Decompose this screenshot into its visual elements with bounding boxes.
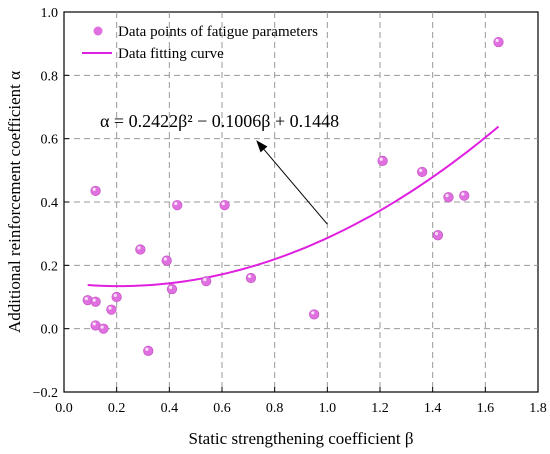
y-axis-label: Additional reinforcement coefficient α xyxy=(5,71,24,333)
data-point-highlight xyxy=(379,157,383,161)
fit-equation: α = 0.2422β² − 0.1006β + 0.1448 xyxy=(100,111,339,131)
data-point-highlight xyxy=(100,325,104,329)
data-point xyxy=(90,296,101,307)
x-tick-label: 1.2 xyxy=(371,401,389,416)
data-point xyxy=(98,323,109,334)
data-point xyxy=(161,255,172,266)
data-point-highlight xyxy=(495,38,499,43)
x-tick-label: 0.2 xyxy=(108,401,126,416)
data-point-highlight xyxy=(203,277,207,282)
annotation-arrowhead xyxy=(256,140,268,153)
x-tick-label: 0.6 xyxy=(213,401,231,416)
data-point-highlight xyxy=(174,201,178,206)
legend-marker-points xyxy=(93,26,103,36)
legend-label-points: Data points of fatigue parameters xyxy=(118,24,318,40)
data-point-highlight xyxy=(168,285,173,290)
data-point xyxy=(493,36,504,48)
annotation: α = 0.2422β² − 0.1006β + 0.1448 xyxy=(100,111,339,225)
annotation-arrow xyxy=(263,149,328,225)
y-tick-label: −0.2 xyxy=(33,386,58,401)
data-point-highlight xyxy=(84,296,88,301)
data-point-highlight xyxy=(247,274,252,278)
y-axis-ticks: −0.2 0.0 0.2 0.4 0.6 0.8 1.0 xyxy=(33,6,69,401)
x-axis-label: Static strengthening coefficient β xyxy=(188,429,413,448)
data-point xyxy=(172,200,183,211)
data-point-highlight xyxy=(92,298,96,302)
x-tick-label: 1.8 xyxy=(529,401,547,416)
data-point xyxy=(166,283,178,295)
data-points-layer xyxy=(82,36,504,356)
data-point xyxy=(90,185,101,197)
data-point xyxy=(111,291,122,303)
data-point-highlight xyxy=(137,246,141,250)
data-point xyxy=(459,190,470,201)
data-point-highlight xyxy=(461,192,465,196)
y-tick-label: 0.2 xyxy=(41,259,59,274)
x-axis-ticks: 0.0 0.2 0.4 0.6 0.8 1.0 1.2 1.4 1.6 1.8 xyxy=(55,387,547,416)
data-point xyxy=(135,244,146,255)
legend-label-curve: Data fitting curve xyxy=(118,46,224,62)
data-point-highlight xyxy=(92,187,96,191)
y-tick-label: 1.0 xyxy=(41,6,59,21)
data-point-highlight xyxy=(419,168,423,172)
data-point-highlight xyxy=(113,293,117,297)
data-point xyxy=(309,309,320,320)
x-tick-label: 0.0 xyxy=(55,401,73,416)
data-point-highlight xyxy=(108,306,112,310)
y-tick-label: 0.0 xyxy=(41,323,59,338)
data-point-highlight xyxy=(163,257,167,261)
fitting-curve-layer xyxy=(87,125,500,288)
x-tick-label: 1.4 xyxy=(424,401,442,416)
y-tick-label: 0.8 xyxy=(41,69,59,84)
data-point-highlight xyxy=(445,194,449,198)
data-point-highlight xyxy=(145,347,149,351)
x-tick-label: 1.0 xyxy=(319,401,337,416)
data-point-highlight xyxy=(311,311,315,315)
data-point xyxy=(106,304,117,315)
y-tick-label: 0.6 xyxy=(41,133,59,148)
y-tick-label: 0.4 xyxy=(41,196,59,211)
data-point xyxy=(201,276,212,287)
data-point-highlight xyxy=(434,232,439,236)
data-point xyxy=(417,166,428,178)
data-point xyxy=(245,272,257,284)
data-point xyxy=(219,200,230,211)
x-tick-label: 0.4 xyxy=(161,401,179,416)
data-point xyxy=(443,192,454,203)
data-point-highlight xyxy=(92,322,96,326)
data-point xyxy=(377,155,388,166)
data-point xyxy=(432,230,444,241)
data-point xyxy=(143,345,154,356)
fitting-curve-line xyxy=(87,125,500,288)
x-tick-label: 1.6 xyxy=(477,401,495,416)
data-point-highlight xyxy=(221,201,225,206)
legend: Data points of fatigue parameters Data f… xyxy=(82,24,318,62)
x-tick-label: 0.8 xyxy=(266,401,284,416)
